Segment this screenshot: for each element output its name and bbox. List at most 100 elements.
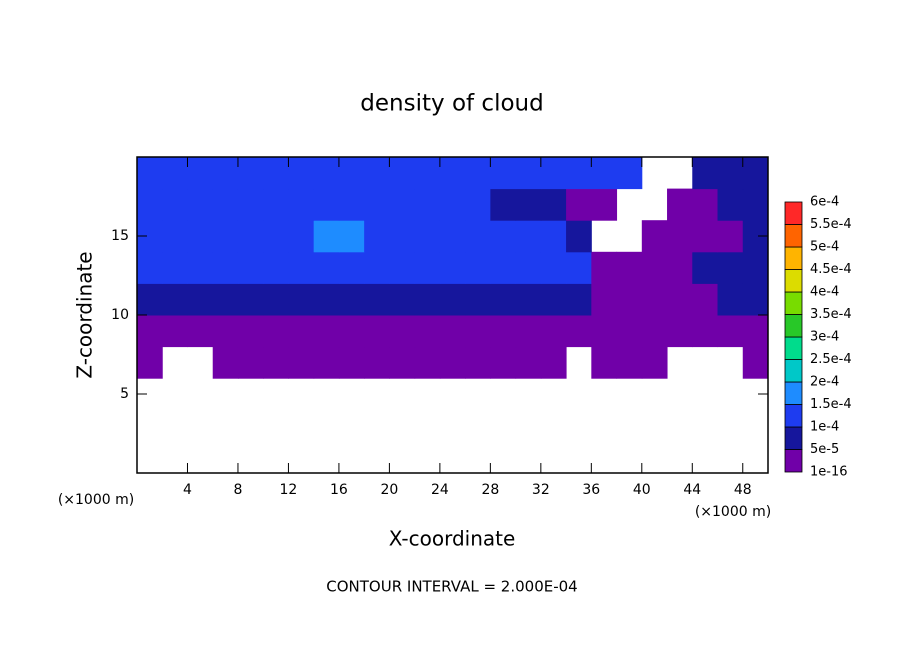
cell <box>641 346 668 379</box>
colorbar-box <box>784 426 803 450</box>
cell <box>389 157 416 190</box>
x-tick-label: 24 <box>431 482 449 498</box>
colorbar-box <box>784 291 803 315</box>
cell <box>616 157 643 190</box>
cell <box>137 188 163 221</box>
annotation: CONTOUR INTERVAL = 2.000E-04 <box>326 578 577 596</box>
cell <box>212 220 239 253</box>
cell <box>338 283 365 316</box>
cell <box>162 315 188 348</box>
cell <box>263 188 289 221</box>
cell <box>465 251 491 284</box>
colorbar-label: 3e-4 <box>810 330 839 345</box>
colorbar-label: 2.5e-4 <box>810 352 852 367</box>
cell <box>540 315 567 348</box>
cell <box>439 251 466 284</box>
cell <box>162 220 188 253</box>
colorbar-label: 6e-4 <box>810 195 839 210</box>
cell <box>692 188 719 221</box>
cell <box>515 315 542 348</box>
cell <box>591 188 618 221</box>
cell <box>313 251 340 284</box>
cell <box>414 251 441 284</box>
cell <box>389 315 416 348</box>
cell <box>667 251 693 284</box>
cell <box>162 283 188 316</box>
cell <box>263 251 289 284</box>
cell <box>162 157 188 190</box>
cell <box>667 315 693 348</box>
colorbar-label: 4e-4 <box>810 285 839 300</box>
cell <box>414 157 441 190</box>
cell <box>263 346 289 379</box>
cell <box>414 283 441 316</box>
cell <box>515 188 542 221</box>
colorbar-box <box>784 224 803 248</box>
colorbar-box <box>784 246 803 270</box>
cell <box>389 188 416 221</box>
cell <box>566 188 592 221</box>
x-unit: (×1000 m) <box>695 504 771 520</box>
cell <box>515 220 542 253</box>
cell <box>465 315 491 348</box>
cell <box>490 188 517 221</box>
cell <box>187 157 214 190</box>
cell <box>313 220 340 253</box>
x-tick-label: 28 <box>481 482 499 498</box>
cell <box>288 346 315 379</box>
colorbar-label: 1e-4 <box>810 420 839 435</box>
cell <box>288 188 315 221</box>
cell <box>616 346 643 379</box>
cell <box>338 188 365 221</box>
cell <box>414 315 441 348</box>
cell <box>338 251 365 284</box>
cell <box>162 188 188 221</box>
cell <box>237 157 264 190</box>
cell <box>717 251 744 284</box>
colorbar-box <box>784 449 803 473</box>
cell <box>692 157 719 190</box>
cell <box>187 220 214 253</box>
cell <box>490 157 517 190</box>
cell <box>212 283 239 316</box>
colorbar-label: 5e-5 <box>810 442 839 457</box>
cell <box>667 283 693 316</box>
cell <box>137 346 163 379</box>
cell <box>717 188 744 221</box>
x-tick-label: 32 <box>532 482 550 498</box>
cell <box>540 188 567 221</box>
cell <box>364 346 390 379</box>
cell <box>212 188 239 221</box>
cell <box>465 346 491 379</box>
cell <box>742 346 769 379</box>
cell <box>439 188 466 221</box>
colorbar-label: 4.5e-4 <box>810 262 852 277</box>
cell <box>263 315 289 348</box>
cell <box>237 220 264 253</box>
cell <box>540 157 567 190</box>
y-axis-label: Z-coordinate <box>73 251 97 378</box>
cell <box>566 315 592 348</box>
cell <box>212 346 239 379</box>
cell <box>641 283 668 316</box>
colorbar-box <box>784 314 803 338</box>
cell <box>465 283 491 316</box>
cell <box>717 220 744 253</box>
x-tick-label: 16 <box>330 482 348 498</box>
colorbar-box <box>784 381 803 405</box>
cell <box>237 346 264 379</box>
cell <box>641 315 668 348</box>
colorbar-box <box>784 336 803 360</box>
cell <box>212 157 239 190</box>
cell <box>540 283 567 316</box>
cell <box>742 315 769 348</box>
cell <box>591 283 618 316</box>
cell <box>566 251 592 284</box>
cell <box>263 157 289 190</box>
cell <box>187 283 214 316</box>
cell <box>137 251 163 284</box>
cell <box>187 188 214 221</box>
cell <box>414 188 441 221</box>
cell <box>288 220 315 253</box>
